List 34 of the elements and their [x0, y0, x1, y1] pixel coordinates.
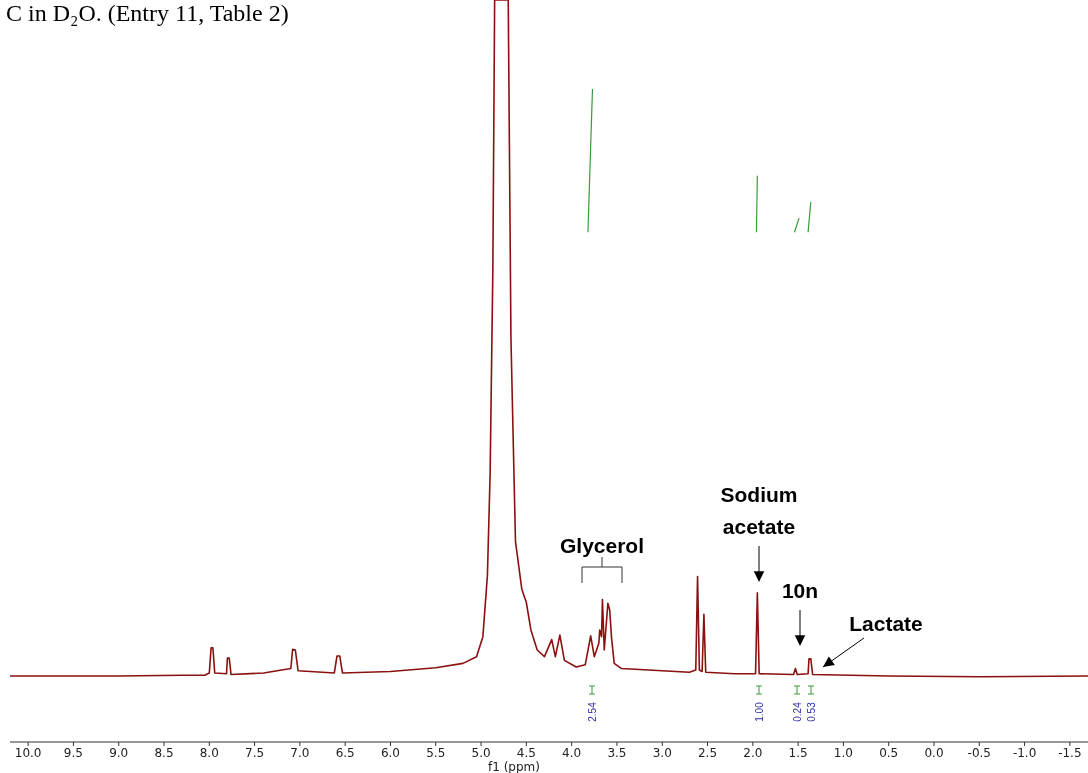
x-tick-label: 3.5 — [607, 745, 627, 760]
x-tick-label: 8.5 — [154, 745, 174, 760]
annotation: 0.53 — [805, 701, 817, 722]
annotation: Glycerol — [559, 533, 645, 557]
x-axis-title: f1 (ppm) — [488, 760, 540, 773]
annotation: 1.00 — [753, 701, 765, 722]
x-tick-label: 5.5 — [426, 745, 446, 760]
x-tick-label: -1.5 — [1058, 745, 1082, 760]
x-tick-label: 1.5 — [788, 745, 808, 760]
annotation: 10n — [781, 578, 819, 602]
x-tick-label: 7.5 — [245, 745, 265, 760]
x-tick-label: 5.0 — [471, 745, 491, 760]
x-tick-label: 4.5 — [516, 745, 536, 760]
x-tick-label: -1.0 — [1012, 745, 1037, 760]
x-tick-label: 2.5 — [697, 745, 718, 760]
annotation: Lactate — [849, 611, 923, 635]
x-tick-label: 4.0 — [562, 745, 582, 760]
x-tick-label: 6.5 — [335, 745, 355, 760]
x-tick-label: 0.0 — [924, 745, 944, 760]
annotation: Sodium acetate — [720, 482, 798, 538]
x-tick-label: 8.0 — [199, 745, 219, 760]
x-tick-label: 0.5 — [879, 745, 899, 760]
x-tick-label: 2.0 — [743, 745, 763, 760]
x-tick-label: 10.0 — [14, 745, 42, 760]
x-tick-label: 7.0 — [290, 745, 310, 760]
annotation: 0.24 — [791, 701, 803, 722]
x-tick-label: 6.0 — [380, 745, 401, 760]
x-tick-label: 9.5 — [63, 745, 83, 760]
annotation: 2.54 — [586, 701, 598, 722]
x-tick-label: 3.0 — [652, 745, 672, 760]
chart-title: C in D₂O. (Entry 11, Table 2) — [6, 0, 289, 27]
x-tick-label: 9.0 — [109, 745, 129, 760]
x-tick-label: -0.5 — [967, 745, 992, 760]
x-tick-label: 1.0 — [833, 745, 853, 760]
